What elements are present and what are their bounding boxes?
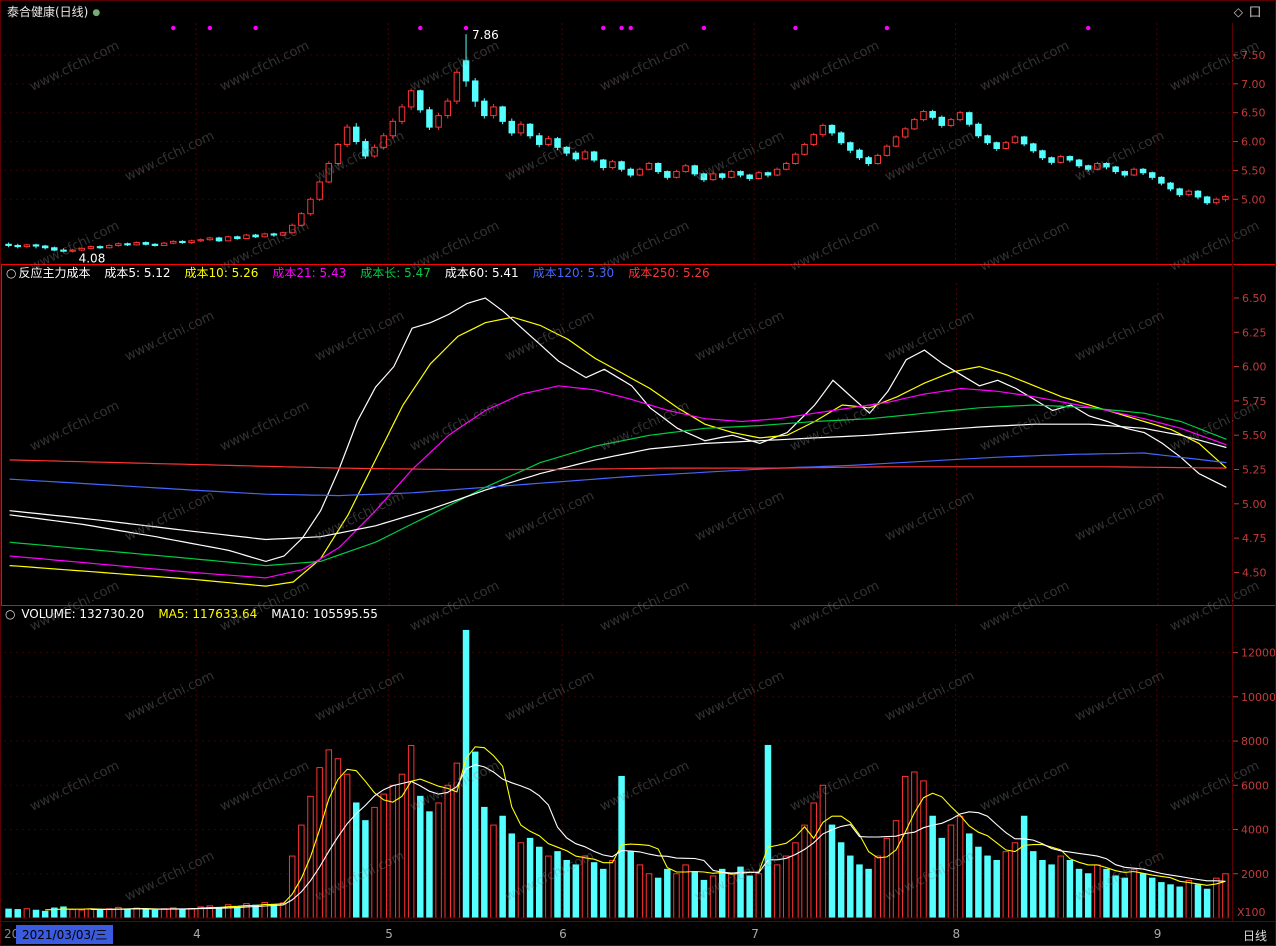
- indicator-panel[interactable]: ○ 反应主力成本 成本5: 5.12 成本10: 5.26 成本21: 5.43 成本长…: [1, 264, 1276, 606]
- svg-text:4.50: 4.50: [1242, 566, 1267, 579]
- volume-value-label-2: MA10: 105595.55: [271, 607, 378, 621]
- cost-line-成本长: [9, 404, 1227, 567]
- month-label-6: 6: [559, 927, 567, 941]
- window-title: 泰合健康(日线): [7, 5, 89, 19]
- svg-text:7.50: 7.50: [1241, 49, 1266, 62]
- cost-line-成本60: [9, 423, 1227, 541]
- svg-text:4.75: 4.75: [1242, 532, 1267, 545]
- year-prefix: 20: [4, 927, 20, 941]
- svg-text:6000: 6000: [1241, 779, 1269, 792]
- diamond-icon[interactable]: ◇: [1233, 5, 1249, 19]
- svg-text:2000: 2000: [1241, 868, 1269, 881]
- axis-separator: [1232, 23, 1233, 921]
- cost-line-成本250: [9, 459, 1227, 471]
- main-chart[interactable]: 7.50 7.00 6.50 6.00 5.50 5.00 7.86 4.08: [1, 23, 1276, 264]
- month-label-8: 8: [952, 927, 961, 941]
- svg-text:7.86: 7.86: [472, 28, 499, 42]
- svg-text:5.75: 5.75: [1242, 395, 1267, 408]
- svg-text:5.00: 5.00: [1242, 498, 1267, 511]
- svg-text:7.00: 7.00: [1241, 78, 1266, 91]
- indicator-chart[interactable]: 6.50 6.25 6.00 5.75 5.50 5.25 5.00 4.75 4.50: [2, 283, 1276, 605]
- svg-text:4000: 4000: [1241, 824, 1269, 837]
- svg-text:10000: 10000: [1241, 691, 1276, 704]
- svg-text:8000: 8000: [1241, 735, 1269, 748]
- status-bar: 20 2021/03/03/三 4 5 6 7 8 9 日线: [1, 921, 1275, 945]
- volume-label-row: ○ VOLUME: 132730.20 MA5: 117633.64 MA10: 1…: [1, 606, 1275, 624]
- cost-line-成本5: [9, 297, 1227, 563]
- indicator-title: 反应主力成本: [18, 266, 91, 280]
- month-label-5: 5: [385, 927, 393, 941]
- indicator-value-label-5: 成本120: 5.30: [532, 266, 615, 280]
- cost-line-成本120: [9, 452, 1227, 497]
- volume-chart[interactable]: 12000 10000 8000 6000 4000 2000 X100: [1, 624, 1276, 921]
- volume-icon[interactable]: ○: [5, 607, 16, 621]
- svg-text:6.50: 6.50: [1241, 107, 1266, 120]
- cost-line-成本21: [9, 385, 1227, 579]
- svg-text:5.25: 5.25: [1242, 464, 1267, 477]
- svg-text:6.25: 6.25: [1242, 326, 1267, 339]
- period-label[interactable]: 日线: [1242, 929, 1267, 943]
- indicator-label-row: ○ 反应主力成本 成本5: 5.12 成本10: 5.26 成本21: 5.43 成本长…: [2, 265, 1275, 283]
- indicator-value-label-1: 成本10: 5.26: [184, 266, 259, 280]
- indicator-value-label-6: 成本250: 5.26: [628, 266, 710, 280]
- indicator-value-label-3: 成本长: 5.47: [360, 266, 431, 280]
- date-box[interactable]: 2021/03/03/三: [16, 925, 114, 944]
- svg-text:6.50: 6.50: [1242, 292, 1267, 305]
- svg-text:5.50: 5.50: [1242, 429, 1267, 442]
- indicator-value-label-4: 成本60: 5.41: [444, 266, 519, 280]
- title-bar: 泰合健康(日线) ● ◇囗: [1, 1, 1275, 23]
- svg-text:5.50: 5.50: [1241, 164, 1266, 177]
- svg-text:6.00: 6.00: [1242, 361, 1267, 374]
- svg-text:5.00: 5.00: [1241, 193, 1266, 206]
- indicator-value-label-2: 成本21: 5.43: [272, 266, 347, 280]
- volume-panel[interactable]: ○ VOLUME: 132730.20 MA5: 117633.64 MA10: 1…: [1, 606, 1276, 921]
- indicator-icon[interactable]: ○: [6, 266, 17, 280]
- volume-ma-line-MA5: [45, 746, 1226, 911]
- svg-text:12000: 12000: [1241, 647, 1276, 660]
- month-label-7: 7: [751, 927, 759, 941]
- month-label-4: 4: [193, 927, 201, 941]
- status-dot-icon: ●: [92, 8, 101, 18]
- window-icon[interactable]: 囗: [1248, 5, 1267, 19]
- main-candlestick-panel[interactable]: 7.50 7.00 6.50 6.00 5.50 5.00 7.86 4.08: [1, 23, 1276, 264]
- svg-text:6.00: 6.00: [1241, 136, 1266, 149]
- month-label-9: 9: [1153, 927, 1162, 941]
- indicator-value-label-0: 成本5: 5.12: [104, 266, 171, 280]
- cost-line-成本10: [9, 316, 1227, 587]
- volume-ma-line-MA10: [90, 764, 1226, 910]
- volume-value-label-1: MA5: 117633.64: [158, 607, 258, 621]
- svg-text:4.08: 4.08: [79, 251, 106, 264]
- volume-value-label-0: VOLUME: 132730.20: [21, 607, 145, 621]
- svg-text:X100: X100: [1237, 906, 1266, 919]
